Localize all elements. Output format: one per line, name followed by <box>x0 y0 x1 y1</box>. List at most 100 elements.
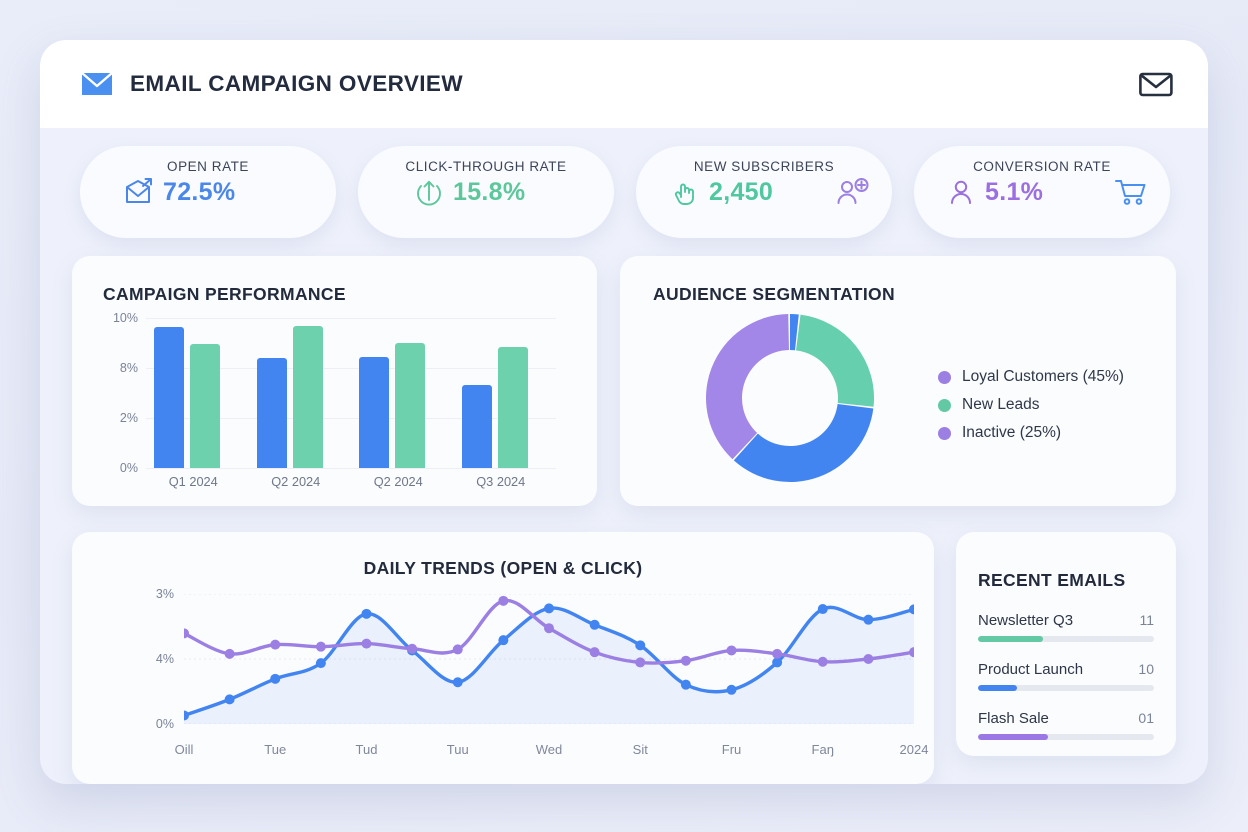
line-chart: 3% 4% 0% Oill Tue Tud Tuu Wed Sit Fru Faŋ 2024 <box>72 587 934 774</box>
data-point[interactable] <box>270 639 281 650</box>
legend-item: New Leads <box>938 396 1124 414</box>
progress-fill <box>978 636 1044 642</box>
data-point[interactable] <box>315 658 326 669</box>
dashboard-panel: EMAIL CAMPAIGN OVERVIEW OPEN RATE <box>40 40 1208 784</box>
data-point[interactable] <box>224 694 235 705</box>
recent-emails-card: RECENT EMAILS Newsletter Q3 11 Product Lau… <box>956 532 1176 756</box>
line-y-tick: 0% <box>155 717 174 731</box>
bar-y-tick: 8% <box>119 361 138 375</box>
donut-slice[interactable] <box>706 314 789 460</box>
data-point[interactable] <box>589 647 600 658</box>
cursor-click-icon <box>670 177 700 207</box>
donut-slice[interactable] <box>733 404 874 482</box>
data-point[interactable] <box>361 608 372 619</box>
data-point[interactable] <box>863 654 874 664</box>
legend-color-dot <box>938 398 951 412</box>
progress-fill <box>978 734 1049 740</box>
line-x-tick: Sit <box>632 742 648 757</box>
line-x-tick: Tue <box>264 742 287 757</box>
card-title: AUDIENCE SEGMENTATION <box>653 284 895 304</box>
data-point[interactable] <box>635 640 646 651</box>
grid-line <box>146 418 556 419</box>
kpi-card-click-through-rate[interactable]: CLICK-THROUGH RATE 15.8% <box>358 146 614 238</box>
data-point[interactable] <box>407 643 418 654</box>
list-item[interactable]: Flash Sale 01 <box>978 710 1154 740</box>
line-y-tick: 3% <box>155 587 174 601</box>
grid-line <box>146 318 556 319</box>
data-point[interactable] <box>635 657 646 668</box>
legend-color-dot <box>938 426 951 440</box>
data-point[interactable] <box>270 673 281 684</box>
line-x-tick: Oill <box>174 742 194 757</box>
kpi-card-new-subscribers[interactable]: NEW SUBSCRIBERS 2,450 <box>636 146 892 238</box>
header-actions[interactable] <box>1138 70 1174 98</box>
grid-line <box>146 368 556 369</box>
list-item[interactable]: Product Launch 10 <box>978 661 1154 691</box>
bar <box>395 342 425 468</box>
data-point[interactable] <box>498 635 509 646</box>
data-point[interactable] <box>544 603 554 614</box>
bar <box>497 346 528 468</box>
donut-legend: Loyal Customers (45%) New Leads Inactive (… <box>938 368 1124 442</box>
email-count: 11 <box>1139 612 1154 628</box>
data-point[interactable] <box>680 679 691 690</box>
data-point[interactable] <box>772 648 783 659</box>
bar-chart-y-axis: 10% 8% 2% 0% <box>94 311 138 475</box>
line-x-tick: Tuu <box>446 742 469 757</box>
bar-x-tick: Q3 2024 <box>476 474 526 489</box>
line-x-tick: Tud <box>355 742 378 757</box>
data-point[interactable] <box>772 657 783 668</box>
line-y-tick: 4% <box>155 652 174 666</box>
data-point[interactable] <box>680 655 691 666</box>
email-name: Newsletter Q3 <box>978 612 1074 629</box>
kpi-card-open-rate[interactable]: OPEN RATE 72.5% <box>80 146 336 238</box>
data-point[interactable] <box>315 641 326 652</box>
data-point[interactable] <box>452 644 463 655</box>
data-point[interactable] <box>224 648 235 659</box>
bar <box>154 327 184 468</box>
envelope-solid-icon <box>80 71 114 97</box>
progress-track <box>978 685 1154 691</box>
shopping-cart-icon <box>1114 177 1148 207</box>
data-point[interactable] <box>726 684 737 695</box>
email-count: 10 <box>1138 661 1154 677</box>
data-point[interactable] <box>544 623 554 634</box>
card-title: RECENT EMAILS <box>978 570 1126 590</box>
list-item[interactable]: Newsletter Q3 11 <box>978 612 1154 642</box>
bar-y-tick: 10% <box>112 311 138 325</box>
line-area-fill <box>184 607 914 724</box>
data-point[interactable] <box>452 677 463 688</box>
line-x-tick: Fru <box>721 742 742 757</box>
bar <box>359 357 389 468</box>
data-point[interactable] <box>817 656 828 667</box>
kpi-card-conversion-rate[interactable]: CONVERSION RATE 5.1% <box>914 146 1170 238</box>
data-point[interactable] <box>863 614 874 625</box>
legend-label: Loyal Customers (45%) <box>962 368 1124 385</box>
line-chart-x-axis: Oill Tue Tud Tuu Wed Sit Fru Faŋ 2024 <box>175 742 929 764</box>
envelope-outline-icon[interactable] <box>1138 70 1174 98</box>
header-brand: EMAIL CAMPAIGN OVERVIEW <box>80 71 463 97</box>
daily-trends-card: DAILY TRENDS (OPEN & CLICK) 3% 4% 0% Oill T… <box>72 532 934 784</box>
kpi-value: 2,450 <box>709 177 774 206</box>
kpi-value: 72.5% <box>163 177 236 206</box>
data-point[interactable] <box>498 595 509 606</box>
data-point[interactable] <box>726 645 737 656</box>
legend-color-dot <box>938 370 951 384</box>
grid-line <box>146 468 556 469</box>
line-chart-y-axis: 3% 4% 0% <box>128 587 174 731</box>
data-point[interactable] <box>361 638 372 649</box>
data-point[interactable] <box>817 604 828 615</box>
donut-slice[interactable] <box>790 314 799 351</box>
data-point[interactable] <box>589 619 600 630</box>
envelope-open-arrow-icon <box>124 177 154 207</box>
email-name: Flash Sale <box>978 710 1049 727</box>
legend-item: Loyal Customers (45%) <box>938 368 1124 386</box>
progress-track <box>978 636 1154 642</box>
bar-chart: 10% 8% 2% 0% Q1 2024 Q2 2024 Q2 2024 Q3 2024 <box>72 311 597 503</box>
bar-y-tick: 0% <box>119 461 138 475</box>
legend-item: Inactive (25%) <box>938 424 1124 442</box>
donut-chart <box>700 308 880 488</box>
donut-slice[interactable] <box>796 314 874 407</box>
arrow-up-circle-icon <box>414 177 444 207</box>
bar <box>292 325 323 468</box>
